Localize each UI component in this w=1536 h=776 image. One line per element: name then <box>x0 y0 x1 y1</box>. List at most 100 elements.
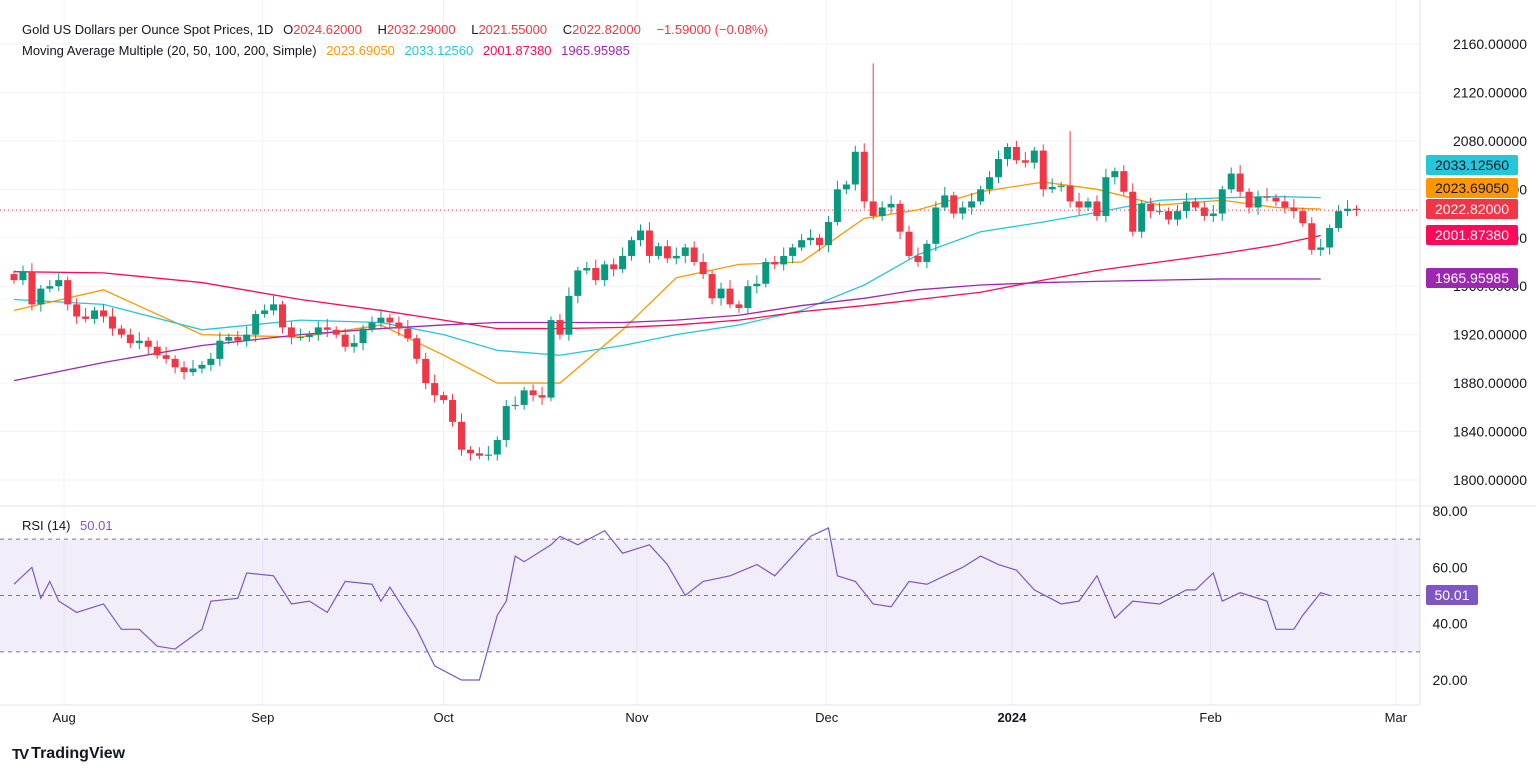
candle-body <box>798 240 806 248</box>
candle-body <box>816 237 823 246</box>
rsi-tick-label: 40.00 <box>1432 616 1467 632</box>
rsi-value-tag: 50.01 <box>1426 585 1478 605</box>
candle-body <box>1156 211 1164 213</box>
candle-body <box>565 295 573 335</box>
candle-body <box>1218 189 1226 214</box>
candle-body <box>243 334 251 341</box>
candle-body <box>252 314 260 335</box>
candle-body <box>645 230 653 256</box>
symbol-title: Gold US Dollars per Ounce Spot Prices, 1… <box>22 22 274 37</box>
candle-body <box>1129 191 1137 232</box>
high-value: 2032.29000 <box>386 22 456 37</box>
candle-body <box>941 195 949 208</box>
candle-body <box>1138 203 1146 232</box>
candle-body <box>144 340 152 347</box>
rsi-title: RSI (14) <box>22 518 71 533</box>
candle-body <box>654 246 662 256</box>
candle-body <box>1165 211 1173 220</box>
candle-body <box>726 288 734 305</box>
candle-body <box>592 268 600 281</box>
rsi-band <box>0 539 1420 652</box>
candle-body <box>1254 196 1262 208</box>
candle-body <box>207 358 215 365</box>
candle-body <box>1147 203 1155 212</box>
candle-body <box>1030 150 1038 163</box>
candle-body <box>1299 211 1307 224</box>
time-tick-label: Sep <box>251 710 274 725</box>
candle-body <box>1281 201 1289 208</box>
candle-body <box>359 328 367 344</box>
candle-body <box>896 203 904 232</box>
candle-body <box>82 316 90 319</box>
candle-body <box>1191 201 1199 208</box>
candle-body <box>708 274 716 299</box>
candle-body <box>1120 171 1128 192</box>
candle-body <box>135 340 143 344</box>
time-tick-label: Aug <box>53 710 76 725</box>
candle-body <box>395 322 403 329</box>
candle-body <box>19 271 27 281</box>
ma50-value: 2033.12560 <box>404 43 474 58</box>
candle-body <box>511 404 519 407</box>
candle-body <box>1326 228 1334 248</box>
candle-body <box>1227 173 1235 190</box>
candle-body <box>977 189 985 202</box>
candle-body <box>1245 191 1253 208</box>
candle-body <box>91 310 99 319</box>
candle-body <box>234 337 242 341</box>
ma-legend: Moving Average Multiple (20, 50, 100, 20… <box>22 43 636 58</box>
ma200-line <box>13 278 1321 382</box>
price-tick-label: 2160.00000 <box>1453 36 1527 52</box>
candle-body <box>690 247 698 262</box>
candle-body <box>1200 207 1208 216</box>
rsi-value: 50.01 <box>80 518 113 533</box>
candle-body <box>744 286 752 308</box>
candle-body <box>171 358 179 368</box>
candle-body <box>323 327 331 330</box>
candle-body <box>440 395 448 401</box>
open-value: 2024.62000 <box>293 22 362 37</box>
ma20-line <box>13 181 1321 384</box>
candle-body <box>905 231 913 256</box>
candle-body <box>959 207 967 214</box>
candle-body <box>377 317 385 323</box>
candle-body <box>55 280 63 287</box>
candle-body <box>771 261 779 265</box>
candle-body <box>663 246 671 259</box>
candle-body <box>466 449 474 454</box>
candle-body <box>458 421 465 450</box>
candle-body <box>1084 201 1092 208</box>
candle-body <box>279 304 286 328</box>
candle-body <box>270 304 278 311</box>
time-tick-label: Dec <box>815 710 839 725</box>
candle-body <box>1111 171 1119 178</box>
ma-title: Moving Average Multiple (20, 50, 100, 20… <box>22 43 317 58</box>
candle-body <box>789 247 797 256</box>
candle-body <box>1290 207 1298 212</box>
candle-body <box>225 337 233 341</box>
candle-body <box>216 340 224 359</box>
candle-body <box>1308 223 1316 250</box>
candle-body <box>1003 146 1011 160</box>
tradingview-logo-text: TradingView <box>31 745 126 762</box>
candle-body <box>1317 247 1325 250</box>
candle-body <box>10 274 18 281</box>
candle-body <box>314 327 322 335</box>
close-value: 2022.82000 <box>572 22 641 37</box>
tradingview-logo[interactable]: TV TradingView <box>12 745 125 763</box>
candle-body <box>28 271 36 305</box>
candle-body <box>968 201 976 208</box>
candle-body <box>431 383 439 396</box>
ma100-price-tag: 2001.87380 <box>1426 225 1518 245</box>
candle-body <box>493 439 501 455</box>
candle-body <box>1075 201 1083 208</box>
candle-body <box>296 337 304 339</box>
candle-body <box>1272 197 1280 202</box>
candle-body <box>108 316 116 329</box>
candle-body <box>404 328 412 339</box>
candle-body <box>780 255 788 265</box>
low-value: 2021.55000 <box>478 22 548 37</box>
open-label: O <box>283 22 294 37</box>
